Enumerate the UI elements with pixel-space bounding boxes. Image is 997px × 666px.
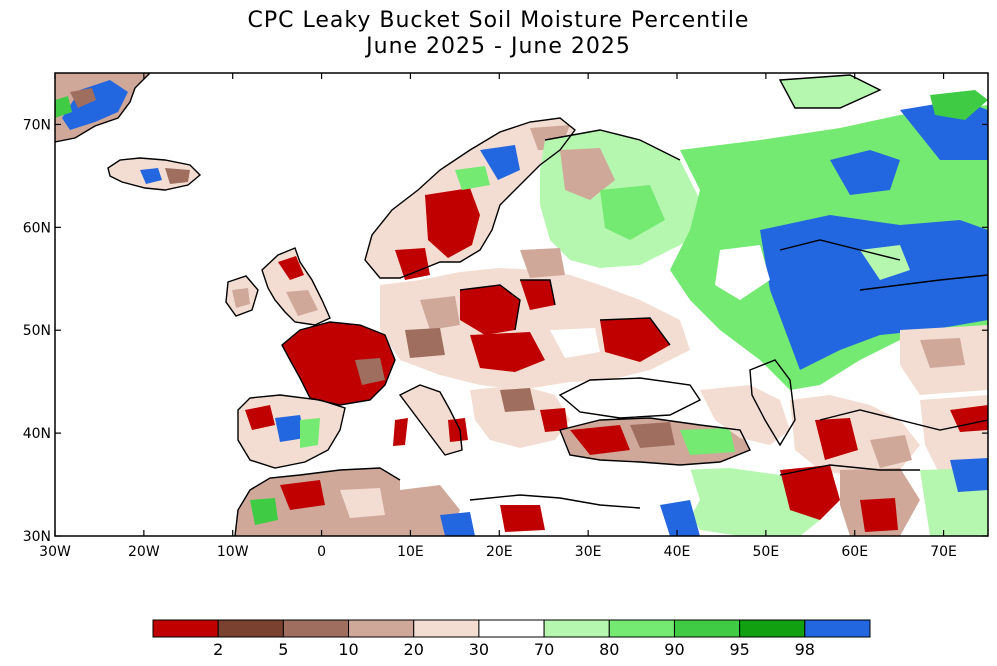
lon-tick-label: 60E <box>841 544 868 560</box>
legend-label: 95 <box>729 640 749 659</box>
legend-swatch <box>543 619 610 638</box>
legend-label: 5 <box>278 640 288 659</box>
map-axes: 30W 20W 10W 0 10E 20E 30E 40E 50E 60E 70E 30N 40N 50N… <box>23 73 988 560</box>
map-title-line2: June 2025 - June 2025 <box>366 34 631 59</box>
legend-label: 20 <box>404 640 424 659</box>
lat-tick-label: 40N <box>23 426 51 442</box>
legend-swatch <box>608 619 675 638</box>
coastlines <box>55 73 988 536</box>
legend-label: 10 <box>338 640 358 659</box>
lon-tick-label: 40E <box>664 544 691 560</box>
legend-label: 30 <box>469 640 489 659</box>
legend-swatch <box>804 619 871 638</box>
legend-swatch <box>217 619 284 638</box>
lon-tick-label: 50E <box>753 544 780 560</box>
legend-swatch <box>673 619 741 638</box>
legend-swatch <box>282 619 350 638</box>
legend-label: 2 <box>213 640 223 659</box>
legend-label: 90 <box>664 640 684 659</box>
legend-label: 70 <box>534 640 554 659</box>
lon-tick-label: 30E <box>575 544 602 560</box>
lon-tick-label: 70E <box>930 544 957 560</box>
lon-tick-label: 20E <box>486 544 513 560</box>
legend-swatch <box>413 619 480 638</box>
data-layer <box>55 73 988 536</box>
lon-tick-label: 10W <box>217 544 249 560</box>
legend-swatch <box>348 619 415 638</box>
lon-tick-label: 20W <box>128 544 160 560</box>
map-frame <box>54 72 989 537</box>
legend-label: 80 <box>599 640 619 659</box>
lon-tick-label: 0 <box>317 544 326 560</box>
legend-swatch <box>739 619 806 638</box>
legend-colorbar: 2 5 10 20 30 70 80 90 95 98 <box>152 619 871 659</box>
map-title: CPC Leaky Bucket Soil Moisture Percentil… <box>247 8 750 33</box>
lat-tick-label: 30N <box>23 529 51 545</box>
legend-swatch <box>152 619 219 638</box>
legend-label: 98 <box>795 640 815 659</box>
lon-tick-label: 10E <box>397 544 424 560</box>
lon-tick-label: 30W <box>39 544 71 560</box>
lat-tick-label: 70N <box>23 117 51 133</box>
lat-tick-label: 60N <box>23 220 51 236</box>
lat-tick-label: 50N <box>23 323 51 339</box>
legend-swatch <box>478 619 545 638</box>
france-land <box>282 322 395 405</box>
